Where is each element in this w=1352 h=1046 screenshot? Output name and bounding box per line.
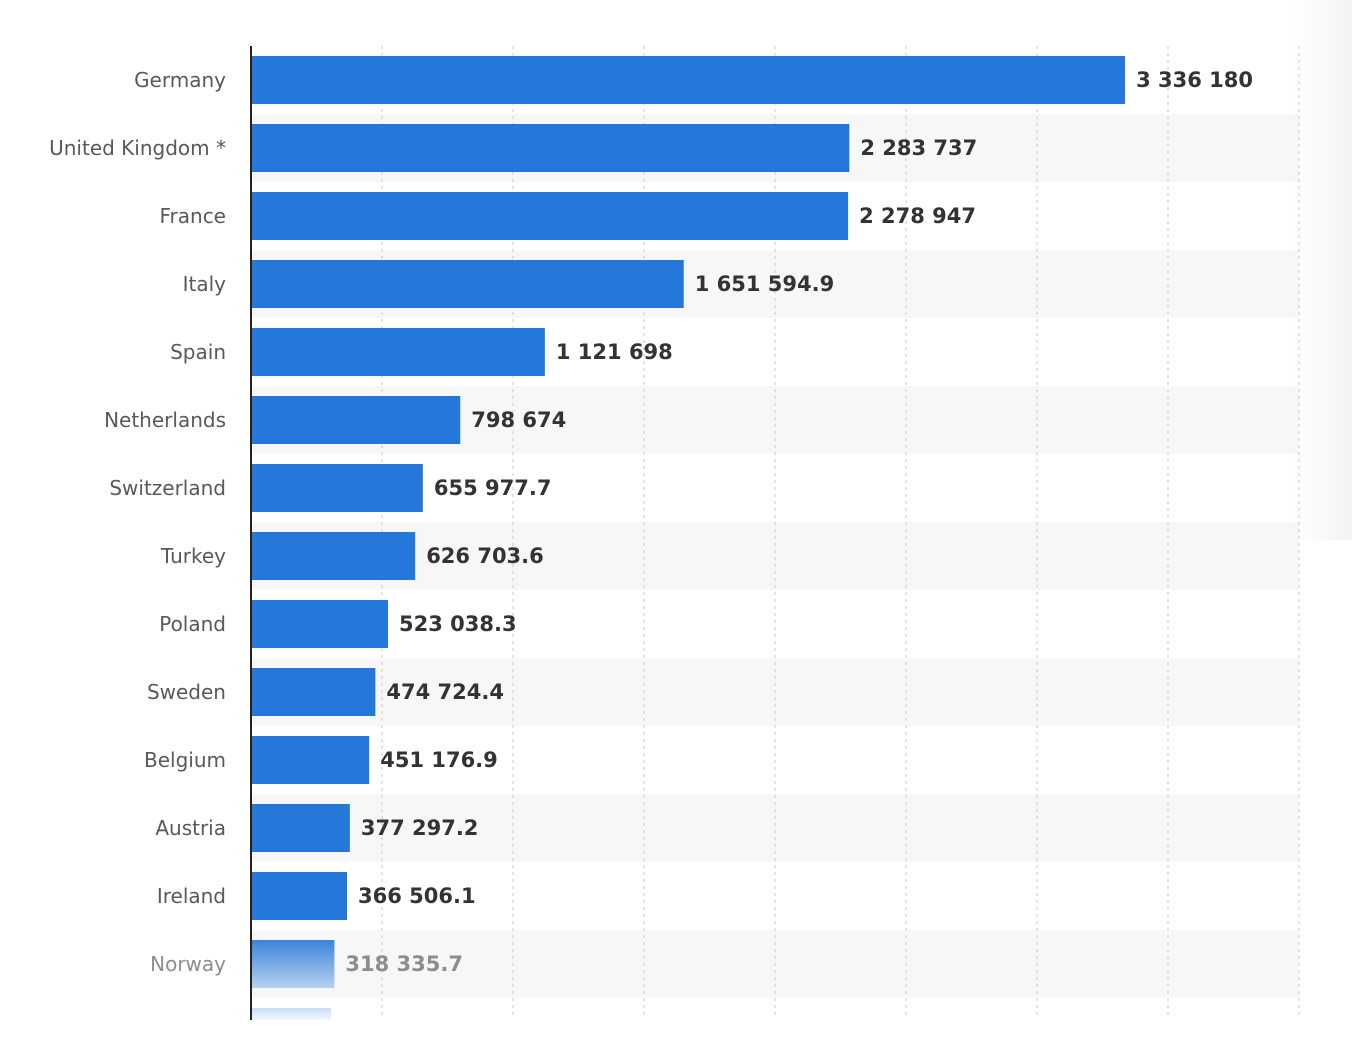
bar[interactable] — [251, 192, 849, 240]
bar[interactable] — [251, 396, 461, 444]
value-label: 1 121 698 — [556, 340, 673, 364]
bar[interactable] — [251, 600, 389, 648]
category-label: Turkey — [160, 544, 226, 568]
row-band — [251, 794, 1299, 862]
bar[interactable] — [251, 328, 545, 376]
bar[interactable] — [251, 872, 348, 920]
category-label: Netherlands — [104, 408, 226, 432]
bar[interactable] — [251, 464, 423, 512]
value-label: 318 335.7 — [345, 952, 463, 976]
category-label: Poland — [159, 612, 226, 636]
bar[interactable] — [251, 532, 416, 580]
value-label: 474 724.4 — [386, 680, 504, 704]
value-label: 1 651 594.9 — [695, 272, 835, 296]
category-label: Ireland — [157, 884, 226, 908]
bar[interactable] — [251, 804, 350, 852]
value-label: 2 283 737 — [860, 136, 977, 160]
value-label: 626 703.6 — [426, 544, 544, 568]
value-label: 377 297.2 — [361, 816, 479, 840]
labels: Germany 3 336 180 United Kingdom * 2 283 73… — [49, 68, 1253, 976]
category-label: Norway — [150, 952, 226, 976]
value-label: 798 674 — [471, 408, 566, 432]
category-label: Italy — [183, 272, 227, 296]
value-label: 655 977.7 — [434, 476, 552, 500]
value-label: 366 506.1 — [358, 884, 476, 908]
scroll-shadow — [1292, 0, 1352, 540]
category-label: Switzerland — [109, 476, 226, 500]
value-label: 2 278 947 — [859, 204, 976, 228]
bar[interactable] — [251, 124, 850, 172]
category-label: United Kingdom * — [49, 136, 226, 160]
category-label: Germany — [134, 68, 226, 92]
value-label: 451 176.9 — [380, 748, 498, 772]
bar[interactable] — [251, 56, 1126, 104]
category-label: Austria — [155, 816, 226, 840]
bar[interactable] — [251, 940, 335, 988]
category-label: Belgium — [144, 748, 226, 772]
bar-partial — [251, 1008, 331, 1020]
bar[interactable] — [251, 668, 376, 716]
bar[interactable] — [251, 260, 684, 308]
category-label: France — [159, 204, 226, 228]
value-label: 3 336 180 — [1136, 68, 1253, 92]
category-label: Sweden — [147, 680, 226, 704]
bar[interactable] — [251, 736, 370, 784]
category-label: Spain — [170, 340, 226, 364]
bars — [251, 56, 1126, 1020]
value-label: 523 038.3 — [399, 612, 517, 636]
